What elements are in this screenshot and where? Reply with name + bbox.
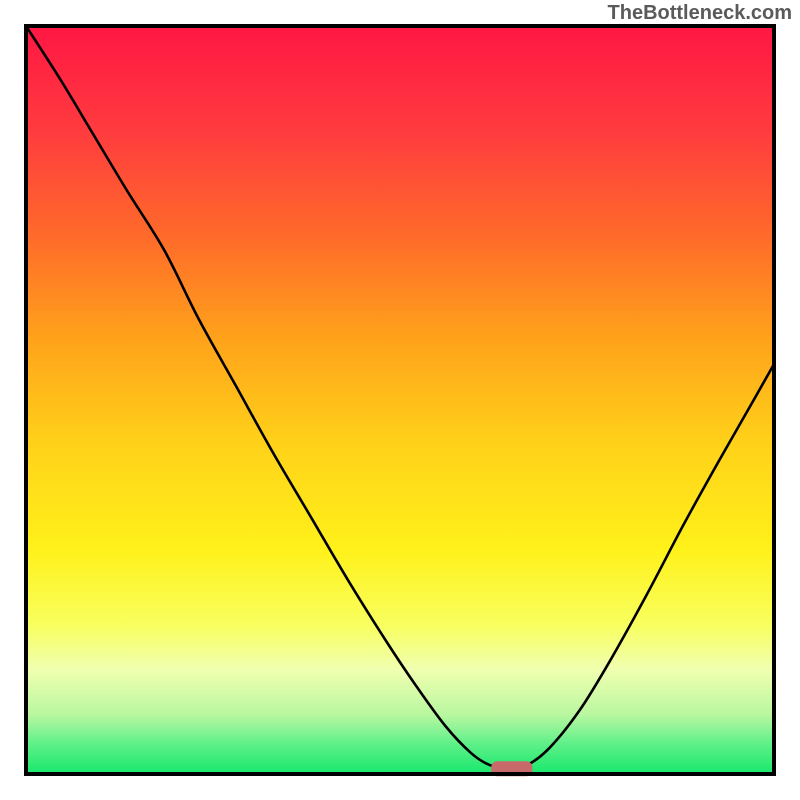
chart-svg [0, 0, 800, 800]
bottleneck-chart: TheBottleneck.com [0, 0, 800, 800]
watermark-text: TheBottleneck.com [608, 2, 792, 25]
